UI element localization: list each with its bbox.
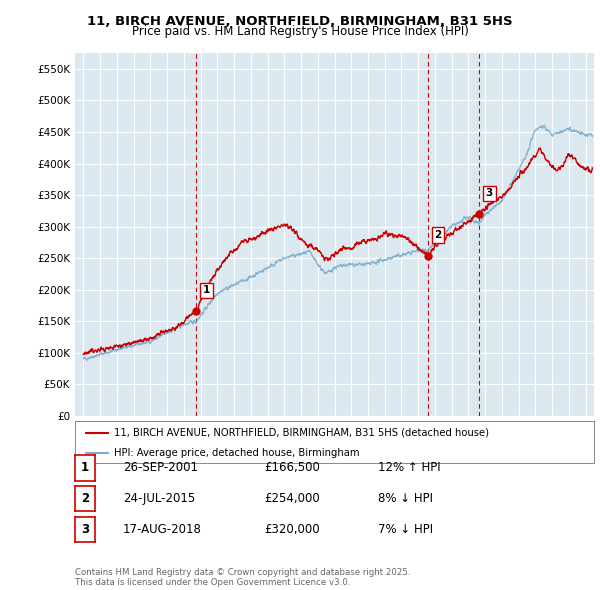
Text: 2: 2 <box>81 492 89 505</box>
Text: 3: 3 <box>81 523 89 536</box>
Text: Price paid vs. HM Land Registry's House Price Index (HPI): Price paid vs. HM Land Registry's House … <box>131 25 469 38</box>
Text: 24-JUL-2015: 24-JUL-2015 <box>123 492 195 505</box>
Text: £320,000: £320,000 <box>264 523 320 536</box>
Text: 11, BIRCH AVENUE, NORTHFIELD, BIRMINGHAM, B31 5HS (detached house): 11, BIRCH AVENUE, NORTHFIELD, BIRMINGHAM… <box>114 428 489 438</box>
Text: £166,500: £166,500 <box>264 461 320 474</box>
Text: 12% ↑ HPI: 12% ↑ HPI <box>378 461 440 474</box>
Text: 3: 3 <box>485 188 493 198</box>
Text: 26-SEP-2001: 26-SEP-2001 <box>123 461 198 474</box>
Text: 17-AUG-2018: 17-AUG-2018 <box>123 523 202 536</box>
Text: 8% ↓ HPI: 8% ↓ HPI <box>378 492 433 505</box>
Text: 7% ↓ HPI: 7% ↓ HPI <box>378 523 433 536</box>
Text: 11, BIRCH AVENUE, NORTHFIELD, BIRMINGHAM, B31 5HS: 11, BIRCH AVENUE, NORTHFIELD, BIRMINGHAM… <box>87 15 513 28</box>
Text: Contains HM Land Registry data © Crown copyright and database right 2025.
This d: Contains HM Land Registry data © Crown c… <box>75 568 410 587</box>
Text: 1: 1 <box>203 285 210 295</box>
Text: £254,000: £254,000 <box>264 492 320 505</box>
Text: 2: 2 <box>434 230 442 240</box>
Text: HPI: Average price, detached house, Birmingham: HPI: Average price, detached house, Birm… <box>114 448 359 457</box>
Text: 1: 1 <box>81 461 89 474</box>
